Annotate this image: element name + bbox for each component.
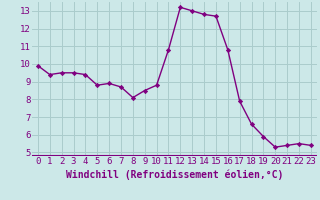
X-axis label: Windchill (Refroidissement éolien,°C): Windchill (Refroidissement éolien,°C) xyxy=(66,169,283,180)
